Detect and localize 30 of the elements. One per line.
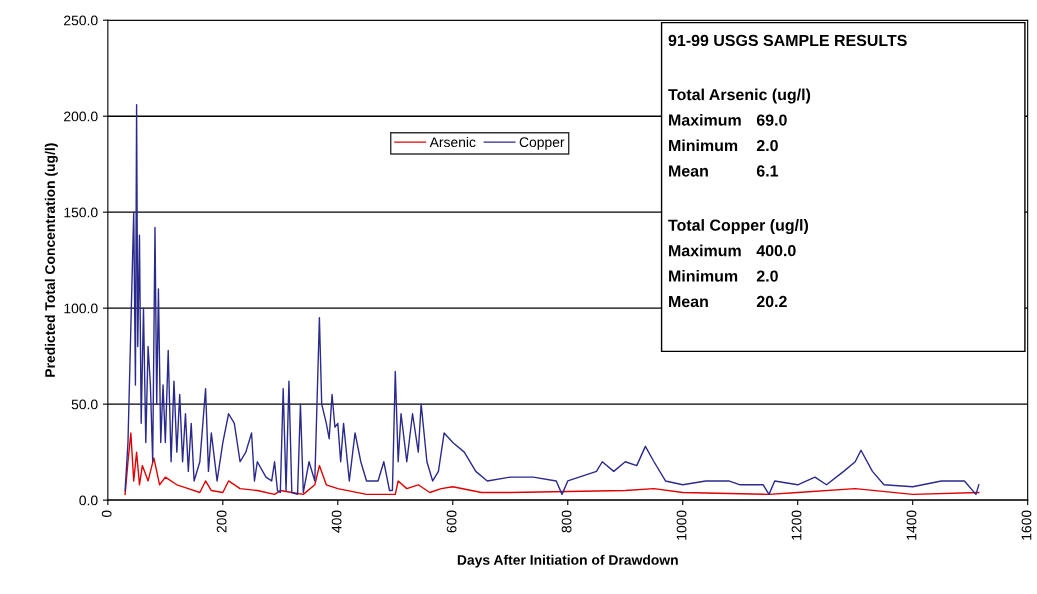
annotation: Total Copper (ug/l) [668, 219, 808, 235]
x-axis-title: Days After Initiation of Drawdown [457, 554, 678, 568]
x-tick-label: 800 [561, 510, 572, 533]
text: Mean 6.1 [669, 165, 779, 177]
y-axis-title: Predicted Total Concentration (ug/l) [44, 143, 58, 377]
annotation: Total Arsenic (ug/l) [668, 88, 811, 104]
y-tick-label: 0.0 [79, 495, 98, 506]
text: Minimum 2.0 [669, 139, 778, 152]
text: Minimum 2.0 [669, 270, 778, 282]
x-tick-label: 1200 [791, 510, 802, 540]
x-tick-label: 600 [446, 510, 457, 533]
annotation: Maximum 69.0 [669, 114, 787, 126]
x-tick-label: 400 [331, 510, 342, 533]
x-tick-label: 1600 [1021, 510, 1032, 540]
annotation: Maximum 400.0 [669, 244, 796, 257]
x-tick-label: 0 [101, 510, 112, 518]
y-tick-label: 100.0 [64, 303, 98, 314]
line-series [124, 432, 980, 496]
legend-label: Copper [519, 137, 565, 150]
line-series [124, 103, 980, 496]
y-tick-label: 200.0 [64, 111, 98, 122]
legend-label: Arsenic [429, 136, 476, 148]
x-tick-label: 1000 [676, 510, 687, 540]
x-tick-label: 200 [216, 510, 227, 533]
text: Mean 20.2 [669, 295, 787, 308]
y-tick-label: 150.0 [64, 207, 98, 218]
annotation: 91-99 USGS SAMPLE RESULTS [668, 34, 907, 47]
x-tick-label: 1400 [906, 510, 917, 540]
y-tick-label: 50.0 [71, 399, 98, 410]
y-tick-label: 250.0 [64, 15, 98, 26]
